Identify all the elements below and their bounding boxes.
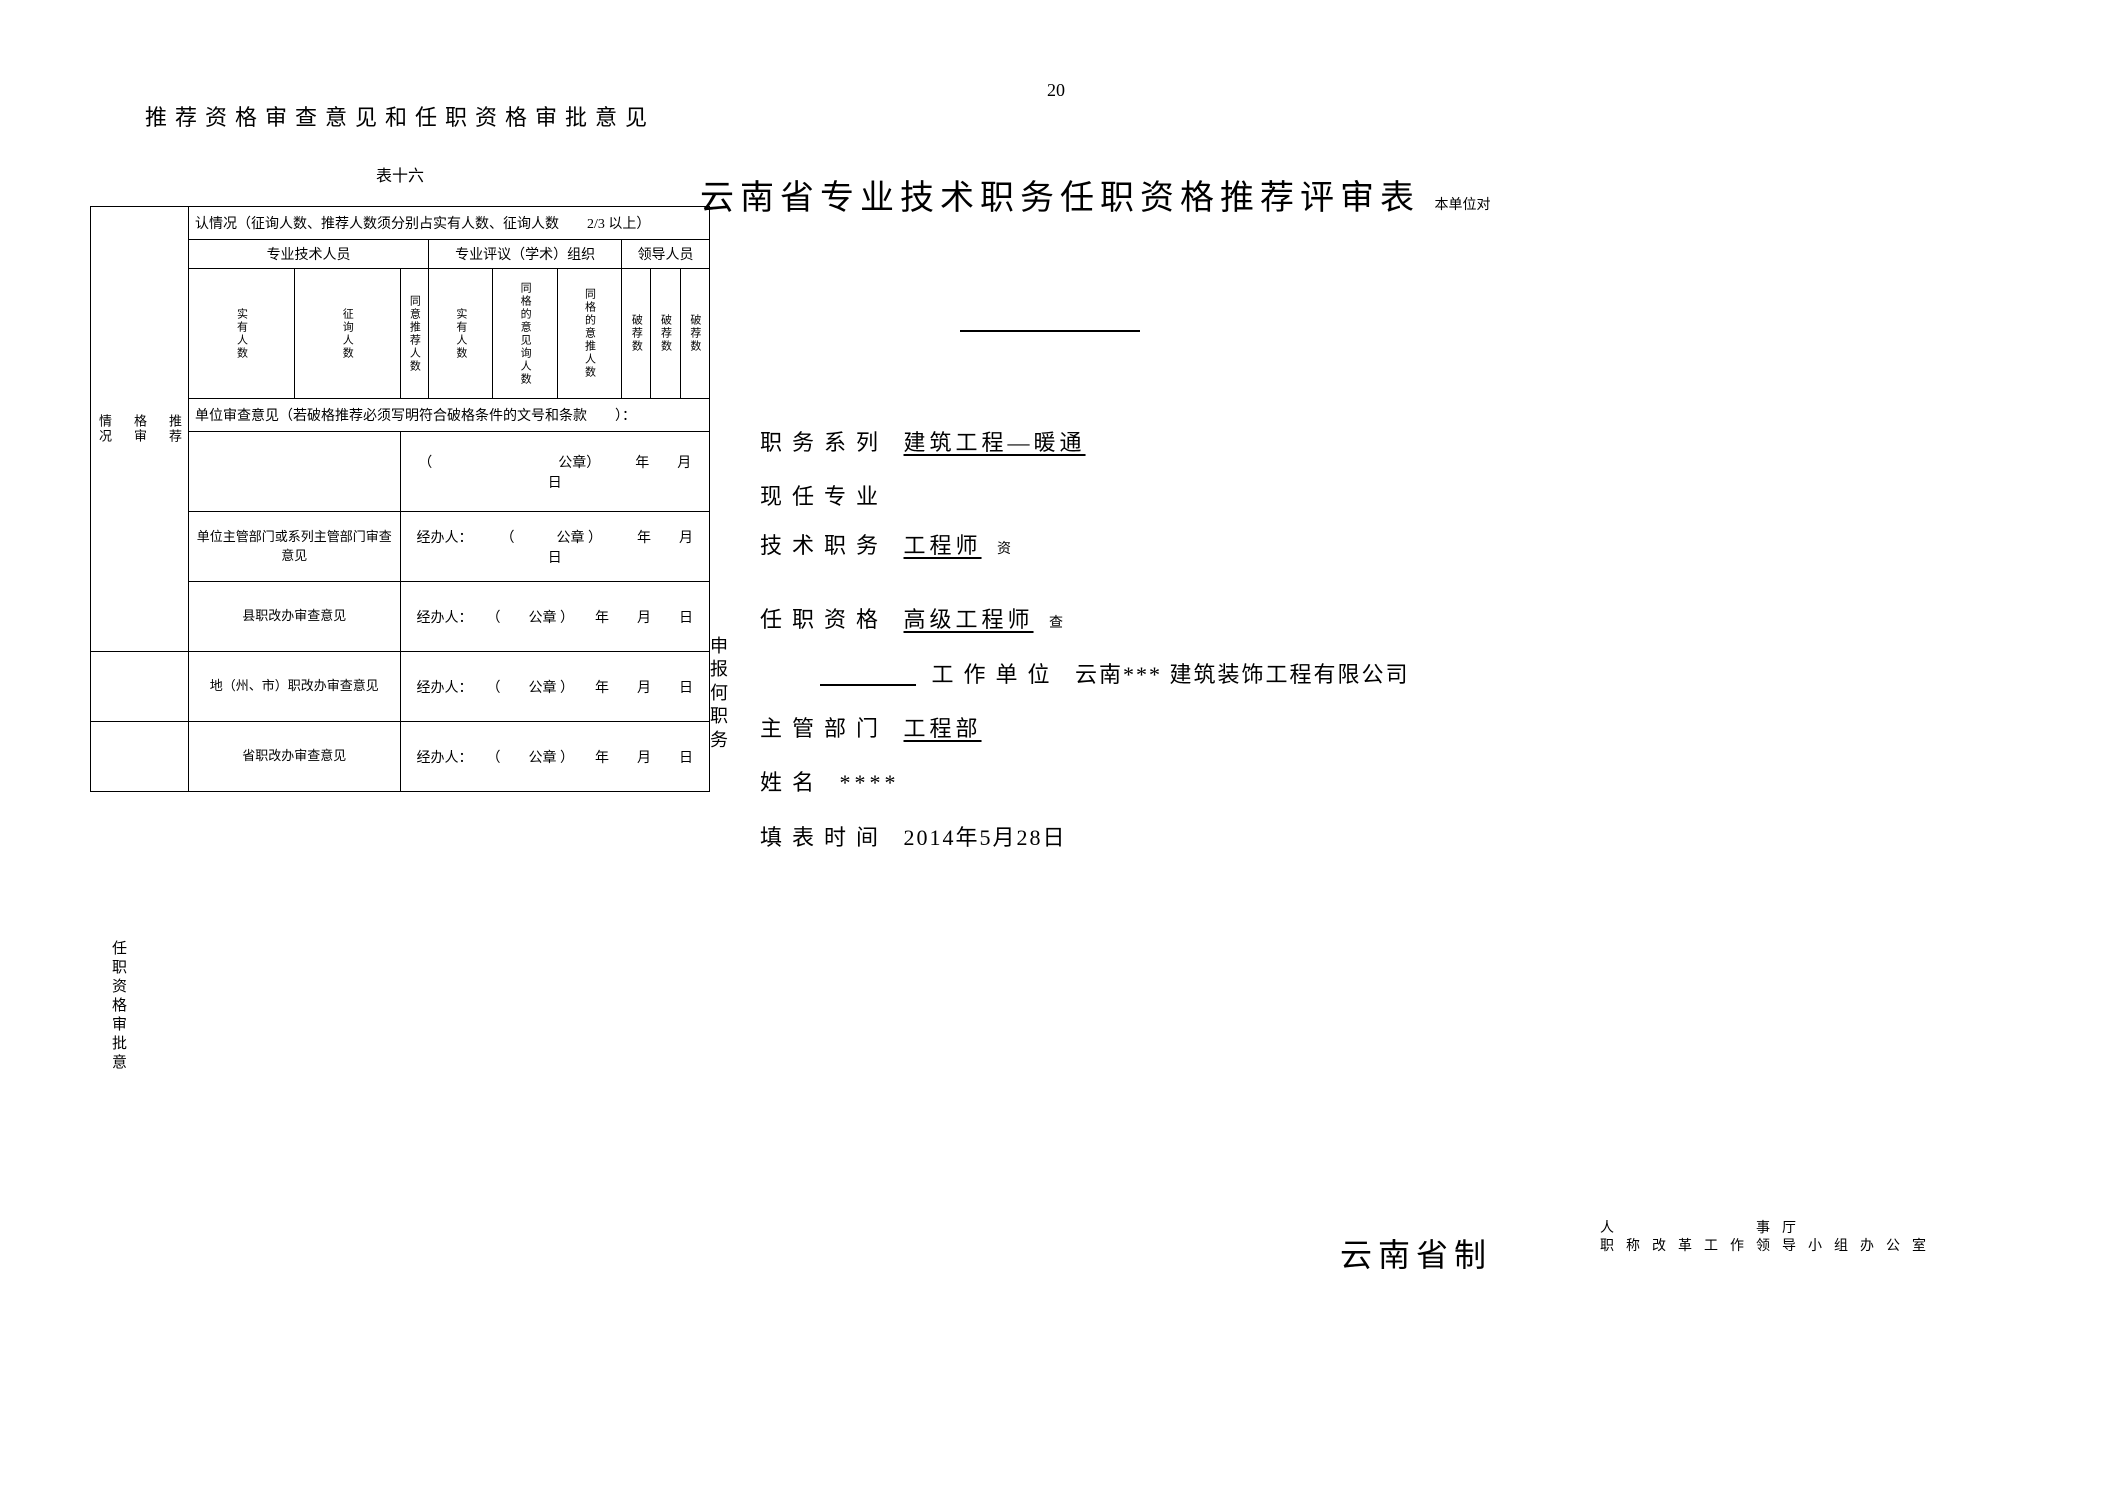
province-sig-line: 经办人： （ 公章 ） 年 月 日: [400, 722, 709, 792]
vcol-1: 实有人数: [189, 269, 295, 399]
value-series: 建筑工程—暖通: [904, 430, 1086, 455]
label-name: 姓名: [760, 770, 824, 795]
left-form-panel: 推荐资格审查意见和任职资格审批意见 表十六 推荐 格审 情况 认情况（征询人数、…: [90, 100, 710, 792]
prefecture-review-label: 地（州、市）职改办审查意见: [189, 652, 401, 722]
province-review-label: 省职改办审查意见: [189, 722, 401, 792]
footer-line-2: 职称改革工作领导小组办公室: [1600, 1239, 1938, 1254]
right-title-note: 本单位对: [1435, 198, 1491, 213]
label-qualification: 任职资格: [760, 607, 888, 632]
row-workunit: 工作单位 云南*** 建筑装饰工程有限公司: [820, 651, 2050, 699]
unit-review-label: 单位审查意见（若破格推荐必须写明符合破格条件的文号和条款 ）：: [189, 399, 710, 432]
county-review-label: 县职改办审查意见: [189, 582, 401, 652]
label-current-a: 现任专业: [760, 484, 888, 509]
dept-sig-line: 经办人： （ 公章 ） 年 月 日: [400, 512, 709, 582]
row-dept: 主管部门 工程部: [760, 705, 2050, 753]
value-dept: 工程部: [904, 716, 982, 741]
col-group-leader: 领导人员: [622, 240, 710, 269]
unit-seal-line: （ 公章） 年 月 日: [400, 432, 709, 512]
prefecture-sig-line: 经办人： （ 公章 ） 年 月 日: [400, 652, 709, 722]
col-group-academic: 专业评议（学术）组织: [429, 240, 622, 269]
row-qualification: 任职资格 高级工程师 查: [760, 596, 2050, 644]
bottom-vert-label: 任职资格审批意: [108, 940, 129, 1073]
side-vert-3: 情况: [97, 414, 112, 444]
right-title-row: 云南省专业技术职务任职资格推荐评审表 本单位对: [700, 170, 2050, 219]
right-cover-panel: 云南省专业技术职务任职资格推荐评审表 本单位对 职务系列 建筑工程—暖通 现任专…: [700, 170, 2050, 868]
label-workunit: 工作单位: [932, 662, 1060, 687]
footer-line-1: 人 事厅: [1600, 1221, 1808, 1236]
info-block: 职务系列 建筑工程—暖通 现任专业 技术职务 工程师 资 任职资格 高级工程师 …: [760, 419, 2050, 862]
label-date: 填表时间: [760, 825, 888, 850]
value-workunit: 云南*** 建筑装饰工程有限公司: [1075, 662, 1410, 687]
label-current-b: 技术职务: [760, 533, 888, 558]
left-title: 推荐资格审查意见和任职资格审批意见: [90, 100, 710, 132]
value-current: 工程师: [904, 533, 982, 558]
value-date: 2014年5月28日: [904, 825, 1067, 850]
vcol-3: 同意推荐人数: [400, 269, 429, 399]
vcol-4: 实有人数: [429, 269, 493, 399]
side-vert-recommend: 推荐 格审 情况: [91, 207, 189, 652]
dept-review-label: 单位主管部门或系列主管部门审查意见: [189, 512, 401, 582]
side-vert-2: 格审: [132, 414, 147, 444]
header-note: 认情况（征询人数、推荐人数须分别占实有人数、征询人数 2/3 以上）: [189, 207, 710, 240]
vcol-2: 征询人数: [294, 269, 400, 399]
label-dept: 主管部门: [760, 716, 888, 741]
page-number: 20: [1047, 80, 1065, 101]
decorative-underline: [960, 330, 1140, 332]
value-name: ****: [840, 770, 900, 795]
trail-qualification: 查: [1049, 616, 1063, 631]
col-group-tech: 专业技术人员: [189, 240, 429, 269]
vcol-7: 破荐数: [622, 269, 651, 399]
row-name: 姓名 ****: [760, 759, 2050, 807]
row-series: 职务系列 建筑工程—暖通: [760, 419, 2050, 467]
footer-province: 云南省制: [1340, 1230, 1492, 1276]
footer-office: 人 事厅 职称改革工作领导小组办公室: [1600, 1220, 1938, 1256]
label-series: 职务系列: [760, 430, 888, 455]
value-qualification: 高级工程师: [904, 607, 1034, 632]
vcol-8: 破荐数: [651, 269, 680, 399]
table-number-label: 表十六: [90, 162, 710, 186]
row-current-title: 现任专业 技术职务 工程师 资: [760, 473, 2050, 570]
vcol-6: 同格的意推人数: [557, 269, 621, 399]
trail-current: 资: [997, 542, 1011, 557]
right-title: 云南省专业技术职务任职资格推荐评审表: [700, 180, 1420, 217]
county-sig-line: 经办人： （ 公章 ） 年 月 日: [400, 582, 709, 652]
row-date: 填表时间 2014年5月28日: [760, 814, 2050, 862]
vcol-5: 同格的意见询人数: [493, 269, 557, 399]
unit-review-blank: [189, 432, 401, 512]
review-table: 推荐 格审 情况 认情况（征询人数、推荐人数须分别占实有人数、征询人数 2/3 …: [90, 206, 710, 792]
side-vert-1: 推荐: [167, 414, 182, 444]
